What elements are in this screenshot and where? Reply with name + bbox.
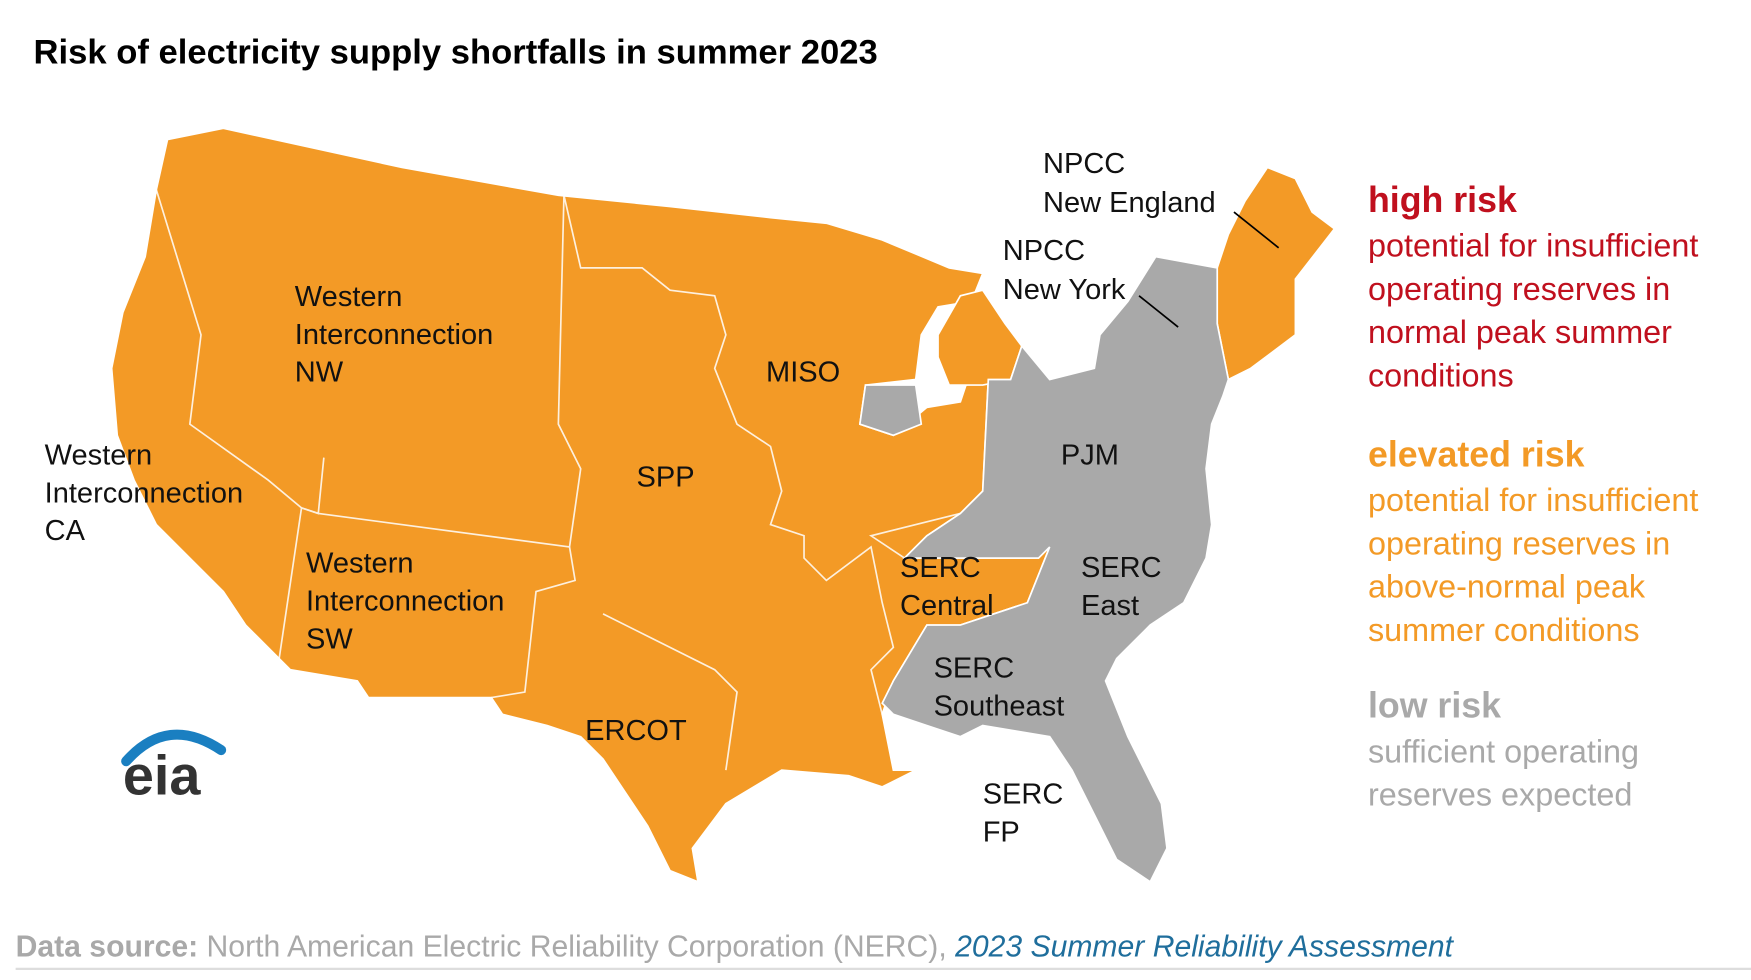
region-label-line: PJM xyxy=(1061,439,1119,471)
region-label-line: NPCC xyxy=(1043,148,1125,180)
region-label-line: Interconnection xyxy=(45,477,243,509)
legend-description: reserves expected xyxy=(1368,777,1632,813)
region-label-line: Southeast xyxy=(934,690,1065,722)
region-label-line: FP xyxy=(983,817,1020,849)
region-label-line: Interconnection xyxy=(306,586,504,618)
region-label: SPP xyxy=(637,462,695,494)
region-label-line: Interconnection xyxy=(295,319,493,351)
border xyxy=(868,512,961,559)
border xyxy=(602,613,738,771)
leader-line xyxy=(1233,211,1280,249)
region-label: SERC East xyxy=(1081,552,1162,622)
region-label: Western Interconnection CA xyxy=(45,439,243,547)
region-label: SERC Central xyxy=(900,552,994,622)
region-area xyxy=(1216,166,1336,381)
legend-description: potential for insufficient xyxy=(1368,228,1698,264)
region-label-line: CA xyxy=(45,515,86,547)
legend-description: sufficient operating xyxy=(1368,733,1639,769)
region-label-line: SERC xyxy=(983,779,1064,811)
region-label-line: NW xyxy=(295,357,344,389)
region-label-line: East xyxy=(1081,590,1139,622)
border xyxy=(491,546,577,699)
region-label-line: MISO xyxy=(766,357,840,389)
source-link[interactable]: 2023 Summer Reliability Assessment xyxy=(954,931,1455,964)
legend: high risk potential for insufficient opera… xyxy=(1368,180,1698,812)
region-label: Western Interconnection SW xyxy=(306,548,504,656)
region-label-line: SPP xyxy=(637,462,695,494)
legend-heading: low risk xyxy=(1368,686,1501,726)
source-label: Data source: xyxy=(16,931,199,964)
legend-heading: elevated risk xyxy=(1368,435,1585,475)
leader-line xyxy=(1138,295,1179,328)
region-label-line: SERC xyxy=(900,552,981,584)
source-text: North American Electric Reliability Corp… xyxy=(207,931,947,964)
region-labels: Western Interconnection NW Western Interconn… xyxy=(45,148,1216,849)
legend-description: operating reserves in xyxy=(1368,525,1670,561)
title: Risk of electricity supply shortfalls in… xyxy=(34,34,878,72)
logo: eia xyxy=(123,744,202,807)
map-shapes xyxy=(110,127,1336,884)
region-label: Western Interconnection NW xyxy=(295,281,493,389)
border xyxy=(563,195,895,715)
region-label: NPCC New England xyxy=(1043,148,1216,219)
legend-description: operating reserves in xyxy=(1368,271,1670,307)
region-label-line: Western xyxy=(45,439,153,471)
logo-swoosh xyxy=(121,729,227,767)
region-label: NPCC New York xyxy=(1003,235,1126,306)
region-label-line: New England xyxy=(1043,187,1216,219)
region-label-line: SERC xyxy=(934,653,1015,685)
legend-heading: high risk xyxy=(1368,180,1517,220)
region-label-line: Western xyxy=(306,548,414,580)
legend-description: normal peak summer xyxy=(1368,314,1672,350)
region-area xyxy=(858,384,923,437)
region-label: PJM xyxy=(1061,439,1119,471)
region-label-line: NPCC xyxy=(1003,235,1085,267)
legend-description: potential for insufficient xyxy=(1368,482,1698,518)
source-note: Data source: North American Electric Rel… xyxy=(16,931,1455,964)
region-label-line: SERC xyxy=(1081,552,1162,584)
region-label-line: Western xyxy=(295,281,403,313)
region-area xyxy=(110,127,1051,884)
region-label: SERC FP xyxy=(983,779,1064,849)
region-label-line: SW xyxy=(306,624,353,656)
region-label: MISO xyxy=(766,357,840,389)
region-area xyxy=(881,255,1230,883)
legend-description: conditions xyxy=(1368,357,1514,393)
region-label-line: ERCOT xyxy=(585,715,687,747)
region-label-line: Central xyxy=(900,590,994,622)
legend-description: summer conditions xyxy=(1368,612,1640,648)
region-label-line: New York xyxy=(1003,274,1126,306)
border xyxy=(278,457,325,659)
region-label: SERC Southeast xyxy=(934,653,1065,723)
region-borders xyxy=(155,189,961,771)
region-label: ERCOT xyxy=(585,715,687,747)
legend-description: above-normal peak xyxy=(1368,569,1646,605)
